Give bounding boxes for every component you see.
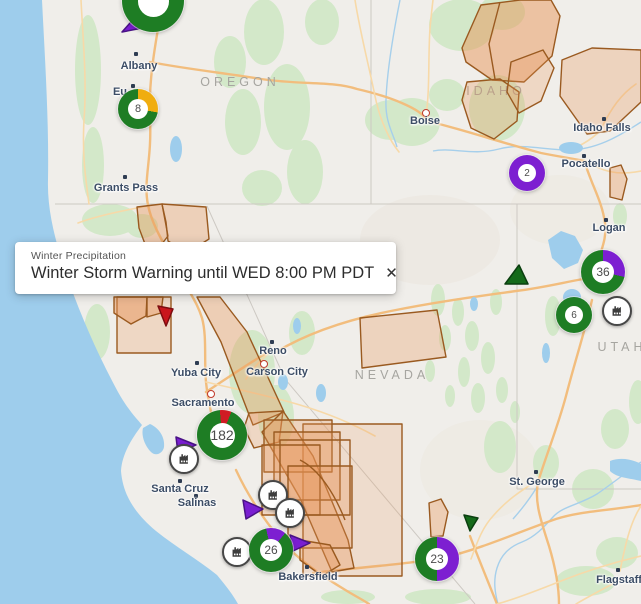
city-marker [131,84,135,88]
city-label: Reno [259,345,287,357]
capital-marker [422,109,430,117]
warning-polygon[interactable] [506,49,555,114]
state-label: OREGON [200,75,280,89]
warning-polygon[interactable] [113,296,148,325]
factory-icon [179,453,188,464]
factory-icon [232,546,241,557]
capital-marker [260,360,268,368]
warning-polygon[interactable] [261,410,355,573]
city-label: Santa Cruz [151,483,209,495]
facility-cluster-marker[interactable] [169,444,199,474]
city-label: Grants Pass [93,182,159,194]
warning-polygon[interactable] [559,47,641,135]
warning-polygon-outline[interactable] [299,459,346,521]
cluster-marker[interactable]: 26 [249,528,293,572]
facility-cluster-marker[interactable] [275,498,305,528]
cluster-marker[interactable]: 2 [509,155,545,191]
city-label: St. George [509,476,565,488]
cluster-count: 182 [209,422,235,448]
city-marker [602,117,606,121]
city-marker [582,154,586,158]
city-marker [134,52,138,56]
facility-cluster-marker[interactable] [222,537,252,567]
cluster-marker[interactable]: 36 [581,250,625,294]
city-marker [604,218,608,222]
capital-marker [207,390,215,398]
city-label: Pocatello [561,158,611,170]
city-marker [195,361,199,365]
cluster-marker[interactable] [122,0,184,32]
cluster-count: 2 [518,164,536,182]
cluster-count [137,0,169,17]
cluster-marker[interactable]: 6 [556,297,592,333]
city-marker [194,494,198,498]
cluster-marker[interactable]: 8 [118,89,158,129]
warning-polygon[interactable] [299,539,341,577]
warning-polygon[interactable] [359,309,447,369]
city-marker [534,470,538,474]
city-label: Bakersfield [278,571,338,583]
cluster-count: 8 [128,99,148,119]
alert-popup: Winter Precipitation Winter Storm Warnin… [15,242,398,294]
city-label: Idaho Falls [573,122,631,134]
state-label: NEVADA [354,368,430,382]
warning-polygon[interactable] [461,78,520,140]
rivers [385,0,641,604]
city-marker [616,568,620,572]
alert-category: Winter Precipitation [31,250,127,262]
city-marker [178,479,182,483]
close-button[interactable]: ✕ [380,264,403,283]
warning-polygon[interactable] [609,164,628,201]
factory-icon [285,507,294,518]
green-triangle-marker[interactable] [463,514,479,532]
city-label: Sacramento [171,397,235,409]
city-label: Logan [592,222,626,234]
city-marker [305,565,309,569]
cluster-marker[interactable]: 182 [197,410,247,460]
factory-icon [268,489,277,500]
city-marker [123,175,127,179]
green-triangle-marker[interactable] [504,264,529,285]
city-label: Flagstaff [596,574,641,586]
warning-polygon-outline[interactable] [488,1,501,80]
red-triangle-marker[interactable] [157,305,174,327]
purple-triangle-marker[interactable] [242,499,264,520]
alert-title: Winter Storm Warning until WED 8:00 PM P… [31,264,375,282]
warning-polygon[interactable] [428,498,449,538]
cluster-count: 26 [260,539,282,561]
city-label: Yuba City [170,367,222,379]
factory-icon [612,305,621,316]
city-label: Salinas [177,497,217,509]
warning-polygon[interactable] [263,419,333,473]
cluster-count: 23 [426,548,448,570]
cluster-count: 36 [592,261,614,283]
city-label: Albany [120,60,158,72]
state-label: UTAH [597,340,641,354]
city-label: Boise [410,115,440,127]
city-marker [270,340,274,344]
cluster-marker[interactable]: 23 [415,537,459,581]
facility-cluster-marker[interactable] [602,296,632,326]
city-label: Carson City [246,366,308,378]
cluster-count: 6 [565,306,583,324]
